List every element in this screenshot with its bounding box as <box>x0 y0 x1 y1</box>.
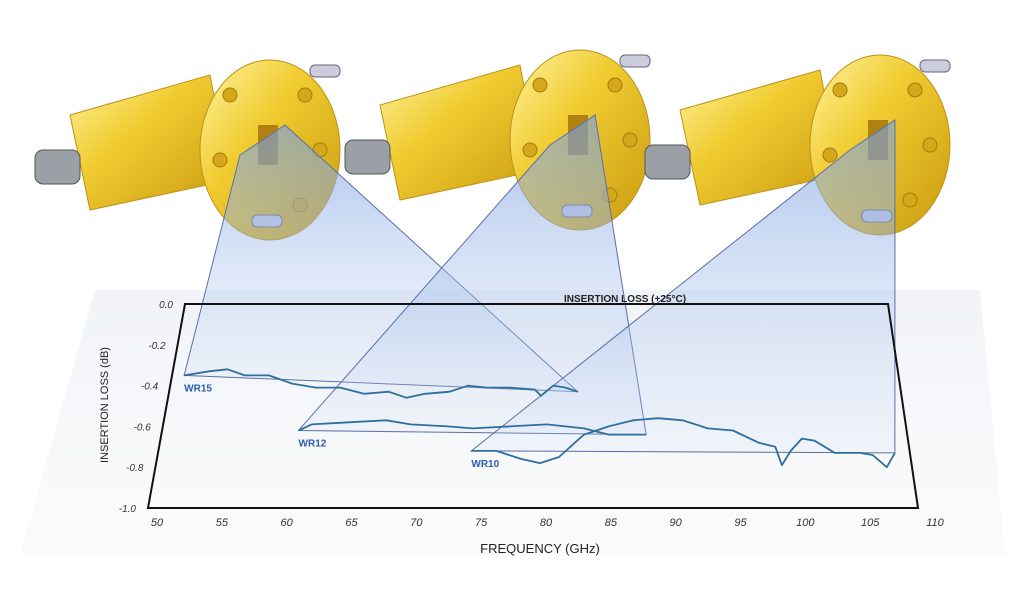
x-tick-label: 75 <box>475 517 488 529</box>
x-tick-label: 95 <box>734 517 747 529</box>
series-label-wr15: WR15 <box>184 383 212 394</box>
x-tick-label: 80 <box>540 517 553 529</box>
x-tick-label: 90 <box>670 517 683 529</box>
screw-hole <box>922 137 938 153</box>
x-tick-label: 65 <box>345 517 358 529</box>
coax-connector <box>644 144 691 180</box>
x-tick-label: 105 <box>861 517 880 529</box>
screw-hole <box>532 77 548 93</box>
y-tick-label: -1.0 <box>119 504 137 515</box>
screw-hole <box>297 87 313 103</box>
x-tick-label: 55 <box>216 517 229 529</box>
x-tick-label: 85 <box>605 517 618 529</box>
y-axis-label: INSERTION LOSS (dB) <box>99 347 111 463</box>
x-tick-label: 110 <box>926 517 944 529</box>
plot-frame <box>146 303 920 509</box>
screw-hole <box>222 87 238 103</box>
x-tick-label: 50 <box>151 517 164 529</box>
alignment-pin <box>309 64 341 78</box>
coax-connector <box>344 139 391 175</box>
screw-hole <box>822 147 838 163</box>
x-tick-label: 70 <box>410 517 423 529</box>
x-tick-label: 100 <box>796 517 815 529</box>
alignment-pin <box>919 59 951 73</box>
series-label-wr12: WR12 <box>299 438 327 449</box>
series-line-wr12 <box>298 419 647 436</box>
series-line-wr15 <box>184 368 578 399</box>
coax-connector <box>34 149 81 185</box>
y-tick-label: -0.6 <box>134 422 152 433</box>
screw-hole <box>622 132 638 148</box>
y-tick-label: -0.8 <box>126 463 144 474</box>
screw-hole <box>902 192 918 208</box>
screw-hole <box>832 82 848 98</box>
series-label-wr10: WR10 <box>471 459 499 470</box>
series-line-wr10 <box>471 417 896 469</box>
screw-hole <box>522 142 538 158</box>
x-tick-label: 60 <box>281 517 294 529</box>
screw-hole <box>212 152 228 168</box>
x-axis-label: FREQUENCY (GHz) <box>480 541 600 556</box>
y-tick-label: -0.2 <box>148 341 166 352</box>
alignment-pin <box>619 54 651 68</box>
screw-hole <box>907 82 923 98</box>
y-tick-label: 0.0 <box>159 300 173 311</box>
screw-hole <box>607 77 623 93</box>
chart-title: INSERTION LOSS (+25°C) <box>564 294 686 305</box>
y-tick-label: -0.4 <box>141 382 159 393</box>
